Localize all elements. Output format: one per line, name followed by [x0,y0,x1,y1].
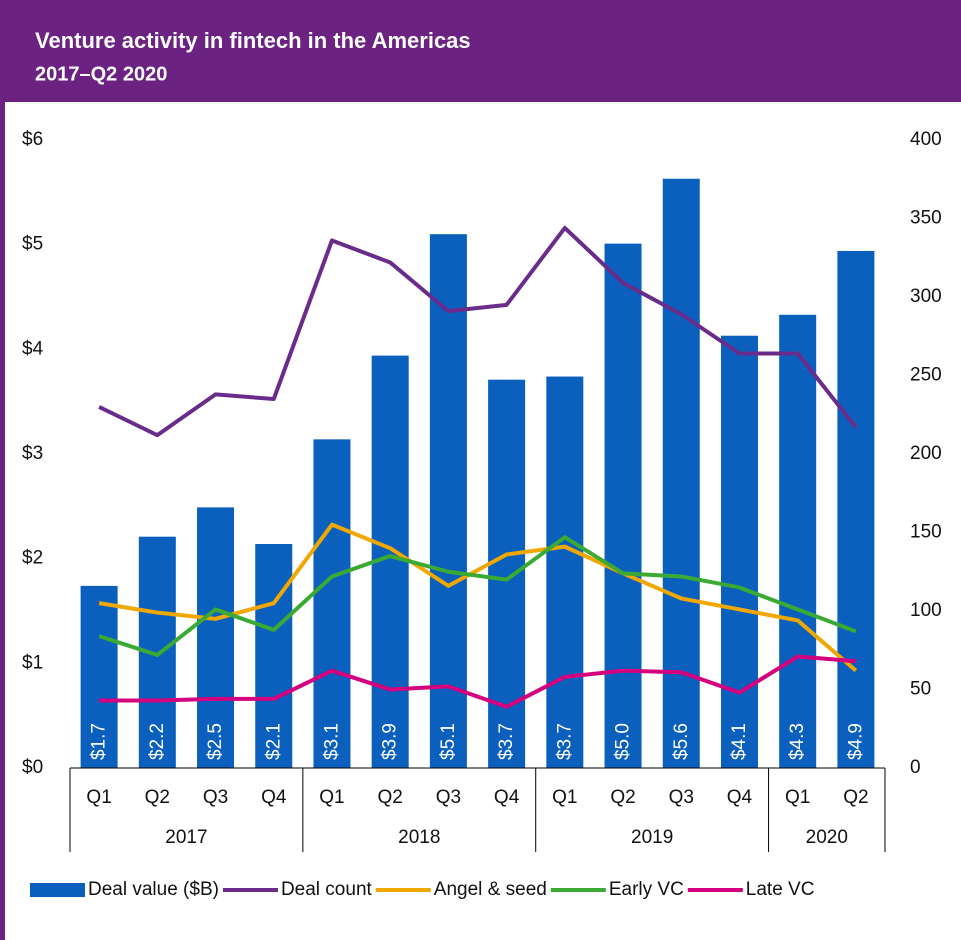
bar [546,376,584,768]
x-tick-label: Q2 [145,787,170,808]
x-tick-label: Q1 [552,787,577,808]
line-series [98,225,858,438]
legend-label: Deal count [281,879,373,900]
bar [429,234,467,768]
bar-label: $2.2 [147,723,168,760]
y2-tick-label: 150 [910,522,942,543]
x-tick-label: Q4 [727,787,753,808]
x-tick-label: Q3 [203,787,228,808]
bar-label: $5.0 [613,723,634,760]
bar [662,178,700,768]
bar [197,507,235,768]
y-tick-label: $6 [22,129,43,150]
y-tick-label: $0 [22,757,43,778]
y2-tick-label: 400 [910,129,942,150]
x-group-label: 2017 [165,827,207,848]
x-group-label: 2019 [631,827,673,848]
bar-label: $4.1 [729,723,750,760]
y2-tick-label: 100 [910,600,942,621]
x-tick-label: Q2 [377,787,402,808]
y-tick-label: $1 [22,652,43,673]
x-tick-label: Q1 [319,787,344,808]
legend-label: Deal value ($B) [88,879,219,900]
bar-label: $5.1 [438,723,459,760]
x-tick-label: Q1 [86,787,111,808]
bar-label: $3.7 [554,723,575,760]
bar-label: $1.7 [89,723,110,760]
x-tick-label: Q2 [610,787,635,808]
x-group-label: 2018 [398,827,440,848]
bar [837,250,875,769]
y-tick-label: $4 [22,338,44,359]
line-series [98,522,858,673]
y2-tick-label: 250 [910,365,942,386]
y-tick-label: $3 [22,443,43,464]
x-tick-label: Q3 [436,787,461,808]
bar-label: $4.9 [845,723,866,760]
bar-label: $5.6 [671,723,692,760]
y2-tick-label: 0 [910,757,921,778]
left-border [0,102,5,940]
bar-label: $3.1 [321,723,342,760]
bar [604,243,642,768]
legend-label: Late VC [746,879,815,900]
legend-label: Angel & seed [434,879,547,900]
bar-label: $4.3 [787,723,808,760]
x-tick-label: Q4 [494,787,520,808]
bar [80,585,118,768]
x-tick-label: Q3 [669,787,694,808]
y2-tick-label: 50 [910,679,931,700]
y-tick-label: $2 [22,548,43,569]
y2-tick-label: 300 [910,286,942,307]
bar-label: $3.9 [380,723,401,760]
legend-swatch [30,883,85,897]
y2-tick-label: 200 [910,443,942,464]
x-group-label: 2020 [806,827,848,848]
bar [488,379,526,768]
x-tick-label: Q4 [261,787,287,808]
bar [720,335,758,768]
y-tick-label: $5 [22,234,43,255]
line-series [98,535,857,657]
bar [255,544,293,768]
x-tick-label: Q1 [785,787,810,808]
header-band [0,0,961,102]
y2-tick-label: 350 [910,208,942,229]
bar-label: $3.7 [496,723,517,760]
x-tick-label: Q2 [843,787,868,808]
chart-title: Venture activity in fintech in the Ameri… [35,28,471,53]
bar [779,314,817,768]
bar-label: $2.1 [263,723,284,760]
legend-label: Early VC [609,879,684,900]
line-series [99,654,857,709]
bar [313,439,351,768]
chart-subtitle: 2017–Q2 2020 [35,63,167,85]
bar-label: $2.5 [205,723,226,760]
